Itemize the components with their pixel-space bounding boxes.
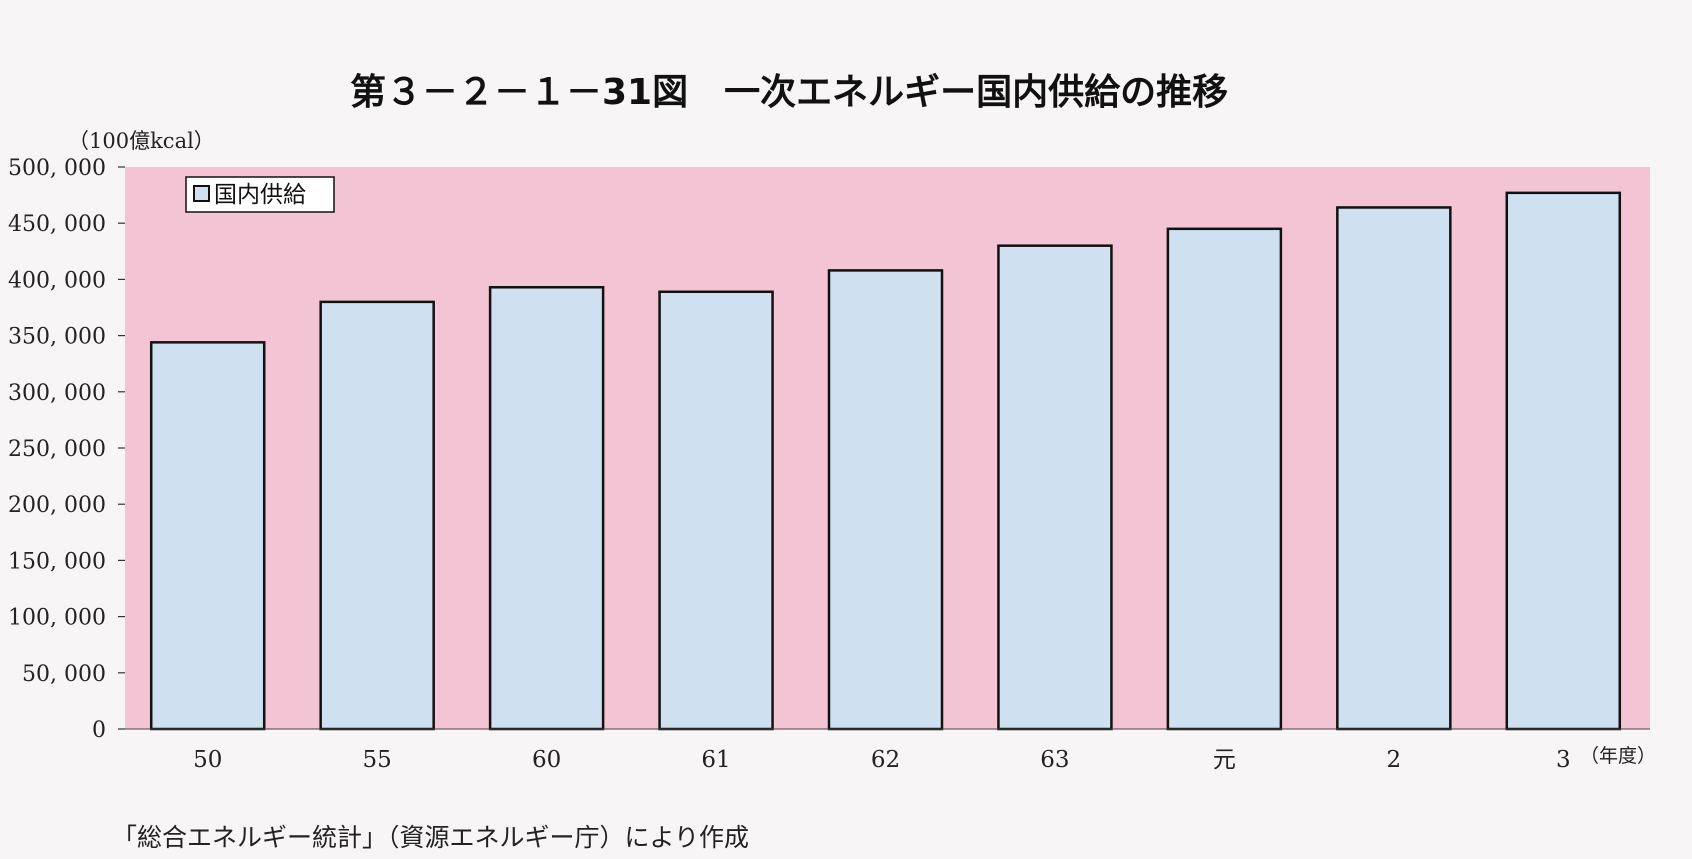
- bar-61: [658, 290, 774, 731]
- legend-swatch: [193, 185, 210, 202]
- x-axis-unit-label: （年度）: [1580, 745, 1656, 767]
- x-axis-ticks: 50 55 60 61 62 63 元 2 3: [125, 728, 1650, 773]
- y-tick-label: 0: [92, 718, 106, 743]
- bar-series-domestic-supply: [149, 191, 1622, 731]
- bar-50: [149, 341, 266, 731]
- bar-55: [319, 300, 435, 731]
- x-tick-label: 3: [1556, 747, 1571, 773]
- y-tick-label: 350, 000: [8, 325, 106, 350]
- legend-label-domestic-supply: 国内供給: [214, 182, 306, 208]
- y-tick-label: 400, 000: [8, 268, 106, 293]
- x-tick-label: 2: [1387, 747, 1402, 773]
- bar-63: [997, 244, 1113, 731]
- x-tick-label: 元: [1213, 747, 1236, 773]
- source-note: 「総合エネルギー統計」（資源エネルギー庁）により作成: [112, 823, 749, 852]
- y-tick-label: 450, 000: [8, 212, 106, 237]
- legend-box: [185, 176, 335, 213]
- y-axis-ticks: 0 50, 000 100, 000 150, 000 200, 000 250, 000…: [8, 156, 125, 743]
- bar-60: [488, 286, 605, 731]
- y-axis-unit-label: （100億kcal）: [68, 129, 215, 153]
- bar-2: [1336, 206, 1452, 731]
- chart-title: 第３－２－１－31図 一次エネルギー国内供給の推移: [350, 72, 1228, 113]
- x-tick-label: 62: [871, 747, 900, 773]
- y-tick-label: 500, 000: [8, 156, 106, 181]
- x-tick-label: 60: [532, 747, 561, 773]
- y-tick-label: 300, 000: [8, 381, 106, 406]
- y-tick-label: 250, 000: [8, 437, 106, 462]
- y-tick-label: 50, 000: [22, 662, 106, 687]
- y-tick-label: 100, 000: [8, 606, 106, 631]
- y-tick-label: 200, 000: [8, 493, 106, 518]
- x-tick-label: 55: [363, 747, 392, 773]
- y-tick-label: 150, 000: [8, 549, 106, 574]
- bar-3: [1505, 191, 1622, 731]
- bar-62: [827, 269, 944, 731]
- legend: 国内供給: [185, 176, 335, 213]
- x-tick-label: 50: [193, 747, 222, 773]
- bar-元: [1166, 227, 1283, 731]
- x-tick-label: 63: [1040, 747, 1069, 773]
- x-tick-label: 61: [701, 747, 730, 773]
